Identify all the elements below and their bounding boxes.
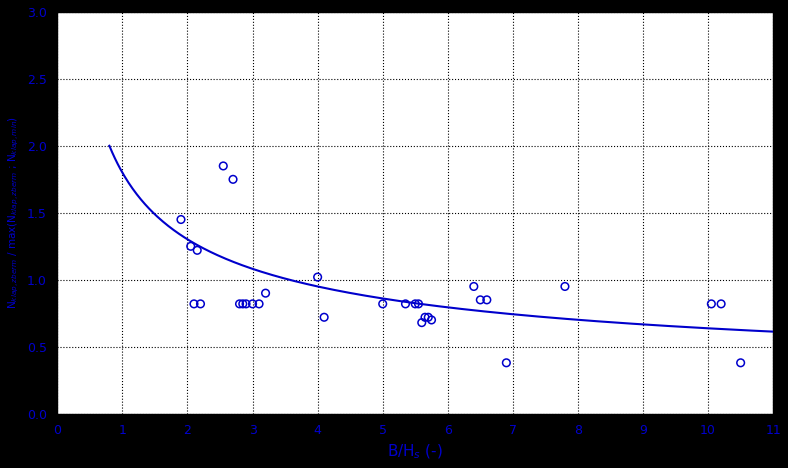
Point — [481, 296, 493, 304]
Point — [559, 283, 571, 290]
Point — [705, 300, 718, 307]
Point — [415, 319, 428, 326]
Point — [418, 314, 431, 321]
Point — [184, 242, 197, 250]
Point — [409, 300, 422, 307]
Point — [194, 300, 206, 307]
X-axis label: B/H$_s$ (-): B/H$_s$ (-) — [388, 443, 443, 461]
Point — [240, 300, 252, 307]
Point — [318, 314, 330, 321]
Point — [253, 300, 266, 307]
Point — [500, 359, 513, 366]
Point — [233, 300, 246, 307]
Point — [217, 162, 229, 170]
Point — [311, 273, 324, 281]
Point — [377, 300, 389, 307]
Point — [188, 300, 200, 307]
Y-axis label: N$_{klap,zberm}$ / max(N$_{klap,zberm}$ ; N$_{klap,min}$): N$_{klap,zberm}$ / max(N$_{klap,zberm}$ … — [7, 116, 21, 309]
Point — [474, 296, 487, 304]
Point — [175, 216, 188, 223]
Point — [246, 300, 258, 307]
Point — [467, 283, 480, 290]
Point — [259, 289, 272, 297]
Point — [191, 247, 203, 254]
Point — [400, 300, 412, 307]
Point — [734, 359, 747, 366]
Point — [422, 314, 434, 321]
Point — [426, 316, 438, 324]
Point — [227, 176, 240, 183]
Point — [715, 300, 727, 307]
Point — [236, 300, 249, 307]
Point — [412, 300, 425, 307]
